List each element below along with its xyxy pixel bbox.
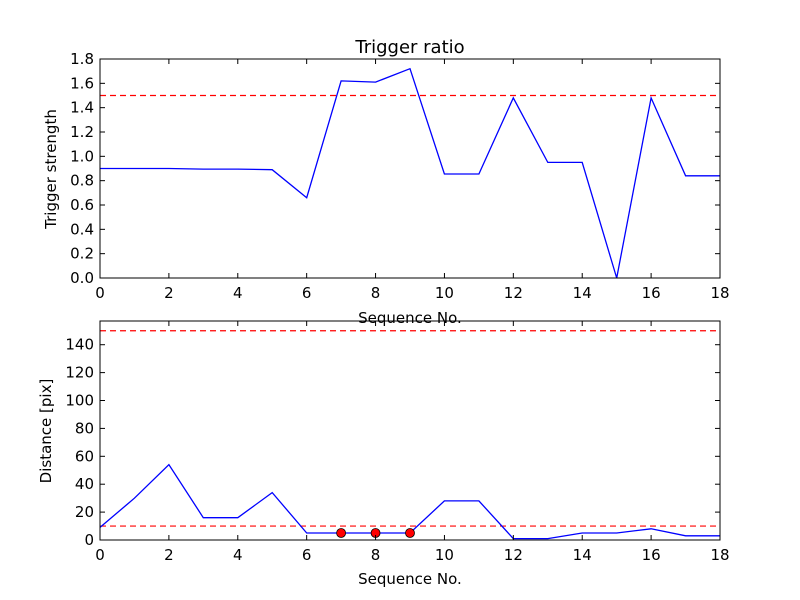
y-tick-label: 1.8	[70, 50, 94, 68]
y-tick-label: 80	[75, 419, 94, 437]
x-tick-label: 12	[504, 284, 523, 302]
x-tick-label: 2	[164, 546, 174, 564]
chart-title: Trigger ratio	[354, 37, 464, 58]
x-tick-label: 18	[710, 284, 729, 302]
plot-area: 0 2 4 6 8 10 12 14 16 18 0 20 40 60 80 100 120 140	[65, 320, 730, 564]
x-tick-label: 12	[504, 546, 523, 564]
y-tick-label: 1.2	[70, 123, 94, 141]
x-tick-label: 0	[95, 284, 105, 302]
x-tick-label: 8	[371, 546, 381, 564]
y-tick-label: 0.6	[70, 196, 94, 214]
x-tick-label: 4	[233, 284, 243, 302]
x-tick-label: 18	[710, 546, 729, 564]
x-tick-label: 8	[371, 284, 381, 302]
y-tick-label: 1.6	[70, 74, 94, 92]
x-tick-label: 0	[95, 546, 105, 564]
y-tick-label: 120	[65, 364, 94, 382]
axes-frame	[99, 320, 721, 541]
x-tick-label: 2	[164, 284, 174, 302]
x-tick-label: 14	[573, 284, 592, 302]
y-axis-label: Distance [pix]	[37, 379, 55, 484]
axes-frame	[99, 58, 721, 279]
plot-area: 0 2 4 6 8 10 12 14 16 18 0.0 0.2 0.4 0.6 0.8 1.0 1.2 1.4 1…	[70, 50, 729, 302]
y-tick-label: 60	[75, 447, 94, 465]
x-tick-label: 16	[642, 546, 661, 564]
y-tick-label: 0.8	[70, 172, 94, 190]
y-tick-label: 0.4	[70, 220, 94, 238]
x-tick-label: 16	[642, 284, 661, 302]
y-axis-label: Trigger strength	[42, 109, 60, 230]
x-axis-label: Sequence No.	[358, 309, 462, 327]
distance-chart: Sequence No. Distance [pix] 0 2 4 6 8 10 12 14 1…	[37, 320, 730, 588]
y-tick-label: 140	[65, 336, 94, 354]
y-tick-label: 0	[84, 531, 94, 549]
y-tick-label: 100	[65, 392, 94, 410]
x-tick-label: 4	[233, 546, 243, 564]
highlight-point	[405, 528, 415, 538]
highlight-point	[336, 528, 347, 538]
y-tick-label: 0.0	[70, 269, 94, 287]
trigger-ratio-chart: Trigger ratio Sequence No. Trigger stren…	[42, 37, 730, 327]
x-axis-label: Sequence No.	[358, 570, 462, 588]
y-tick-label: 20	[75, 503, 94, 521]
y-tick-label: 40	[75, 475, 94, 493]
y-tick-label: 1.0	[70, 147, 94, 165]
x-tick-label: 6	[302, 284, 312, 302]
y-tick-label: 1.4	[70, 99, 94, 117]
x-tick-label: 14	[573, 546, 592, 564]
x-tick-label: 10	[435, 546, 454, 564]
y-tick-label: 0.2	[70, 245, 94, 263]
x-tick-label: 6	[302, 546, 312, 564]
x-tick-label: 10	[435, 284, 454, 302]
